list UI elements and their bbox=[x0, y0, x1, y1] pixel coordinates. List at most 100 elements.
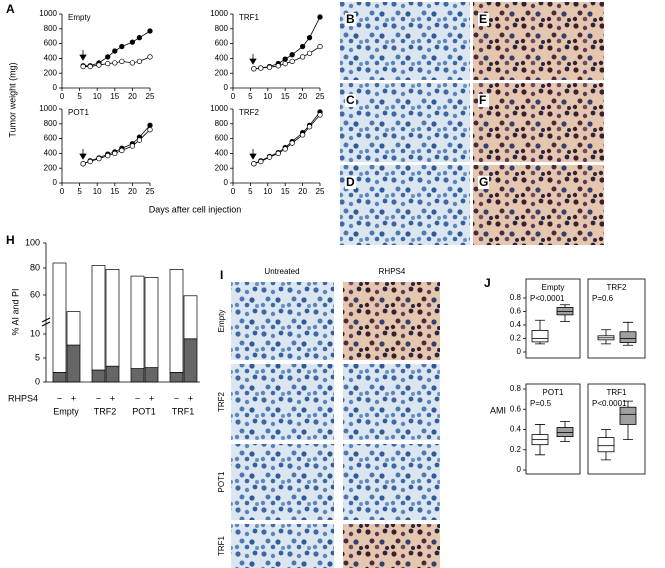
x-tick-label: 5 bbox=[77, 92, 82, 101]
bar-segment bbox=[169, 269, 184, 373]
arrow bbox=[79, 50, 87, 61]
data-point bbox=[266, 64, 273, 70]
x-tick-label: 25 bbox=[146, 187, 155, 196]
data-point bbox=[147, 127, 153, 133]
panel-label: F bbox=[479, 93, 486, 107]
micrograph bbox=[343, 444, 440, 520]
treatment-label: RHPS4 bbox=[8, 393, 38, 403]
y-tick-label: 200 bbox=[44, 163, 58, 172]
bar-segment bbox=[169, 372, 184, 383]
y-axis-label: AMI bbox=[490, 405, 506, 415]
data-point bbox=[105, 60, 111, 67]
x-tick-label: 10 bbox=[263, 92, 272, 101]
series-line bbox=[82, 125, 151, 165]
box bbox=[619, 406, 637, 425]
y-tick-label: 800 bbox=[44, 24, 58, 33]
y-tick-label: 0.2 bbox=[510, 445, 522, 454]
data-point bbox=[282, 60, 288, 67]
x-tick-label: 25 bbox=[316, 187, 325, 196]
data-point bbox=[306, 124, 313, 130]
y-tick-label: 0.4 bbox=[510, 425, 522, 434]
x-axis-label: Days after cell injection bbox=[149, 204, 242, 214]
row-label: TRF1 bbox=[217, 535, 226, 556]
data-point bbox=[80, 161, 86, 167]
panel-label: B bbox=[346, 12, 355, 26]
y-tick-label: 800 bbox=[215, 24, 229, 33]
micrograph bbox=[473, 83, 604, 162]
data-point bbox=[317, 112, 323, 118]
bar-segment bbox=[91, 265, 106, 371]
y-tick-label: 400 bbox=[215, 54, 229, 63]
panel-label: A bbox=[6, 2, 15, 16]
y-tick-label: 0.8 bbox=[510, 293, 522, 302]
chart-title: Empty bbox=[542, 283, 565, 292]
data-point bbox=[112, 60, 118, 66]
bar-segment bbox=[144, 277, 159, 368]
data-point bbox=[299, 43, 306, 50]
y-tick-label: 0.2 bbox=[510, 334, 522, 343]
p-value: P<0.0001 bbox=[592, 399, 627, 408]
y-tick-label: 0 bbox=[53, 83, 58, 92]
x-tick-label: 0 bbox=[231, 92, 236, 101]
box bbox=[619, 331, 637, 343]
y-tick-label: 200 bbox=[44, 68, 58, 77]
panel-label: H bbox=[6, 233, 15, 247]
chart-title: TRF1 bbox=[607, 388, 628, 397]
x-tick-label: 15 bbox=[110, 187, 119, 196]
x-tick-label: + bbox=[71, 393, 76, 403]
x-tick-label: 0 bbox=[60, 187, 65, 196]
data-point bbox=[80, 63, 86, 70]
group-label: POT1 bbox=[132, 406, 156, 416]
bar-segment bbox=[52, 262, 67, 373]
column-header: Untreated bbox=[264, 267, 299, 276]
panel-label: G bbox=[479, 175, 488, 189]
bar-segment bbox=[91, 369, 106, 383]
micrograph bbox=[340, 2, 470, 80]
micrograph bbox=[343, 282, 440, 360]
x-tick-label: 20 bbox=[128, 187, 137, 196]
data-point bbox=[258, 158, 264, 165]
data-point bbox=[105, 54, 111, 60]
chart-title: POT1 bbox=[543, 388, 564, 397]
group-label: TRF1 bbox=[172, 406, 195, 416]
row-label: TRF2 bbox=[217, 391, 226, 412]
y-tick-label: 80 bbox=[30, 262, 40, 272]
y-tick-label: 1000 bbox=[210, 9, 228, 18]
data-point bbox=[289, 52, 295, 58]
x-tick-label: − bbox=[174, 393, 179, 403]
bar-segment bbox=[66, 311, 81, 346]
y-tick-label: 1000 bbox=[210, 104, 228, 113]
bar-segment bbox=[130, 368, 145, 383]
row-label: POT1 bbox=[217, 471, 226, 492]
data-point bbox=[96, 62, 102, 68]
y-tick-label: 0 bbox=[224, 178, 229, 187]
y-tick-label: 0 bbox=[517, 465, 522, 474]
y-tick-label: 0.4 bbox=[510, 320, 522, 329]
x-tick-label: 5 bbox=[77, 187, 82, 196]
axis bbox=[232, 109, 320, 184]
x-tick-label: + bbox=[188, 393, 193, 403]
panel-label: C bbox=[346, 93, 355, 107]
row-label: Empty bbox=[217, 310, 226, 333]
data-point bbox=[119, 147, 125, 154]
data-point bbox=[136, 35, 143, 41]
x-tick-label: 25 bbox=[146, 92, 155, 101]
chart-title: TRF2 bbox=[239, 108, 260, 117]
micrograph bbox=[473, 2, 604, 80]
data-point bbox=[119, 58, 125, 65]
bar-segment bbox=[183, 295, 198, 340]
y-tick-label: 600 bbox=[215, 39, 229, 48]
panel-label: E bbox=[479, 12, 487, 26]
axis bbox=[232, 14, 320, 89]
micrograph bbox=[231, 364, 334, 440]
data-point bbox=[129, 143, 136, 149]
x-tick-label: 10 bbox=[263, 187, 272, 196]
bar-segment bbox=[144, 367, 159, 383]
data-point bbox=[282, 56, 288, 62]
y-tick-label: 1000 bbox=[39, 104, 57, 113]
y-tick-label: 0 bbox=[224, 83, 229, 92]
data-point bbox=[306, 35, 313, 41]
bar-segment bbox=[183, 338, 198, 383]
chart-title: POT1 bbox=[68, 108, 89, 117]
data-point bbox=[87, 63, 93, 70]
